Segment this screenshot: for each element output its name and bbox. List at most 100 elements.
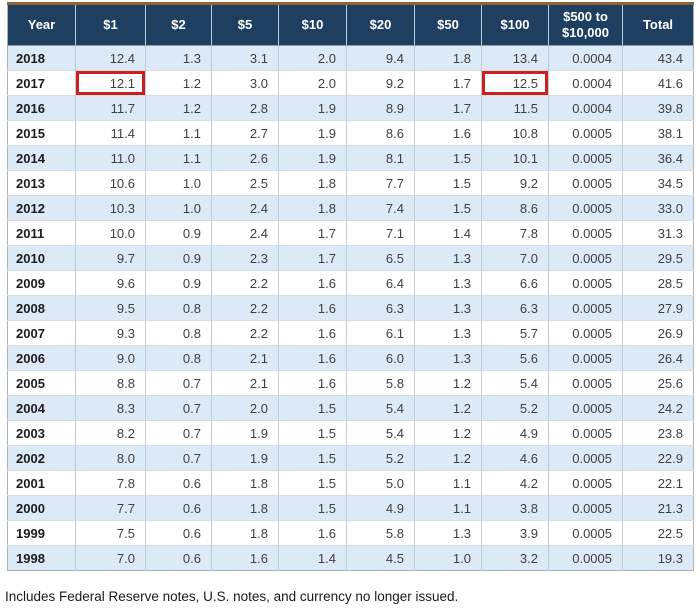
value-cell: 1.5 <box>414 145 482 171</box>
value-cell: 8.6 <box>346 120 415 146</box>
value-cell: 0.0005 <box>548 445 623 471</box>
value-cell: 22.1 <box>622 470 694 496</box>
year-cell: 2012 <box>7 195 76 221</box>
value-cell: 1.1 <box>414 470 482 496</box>
value-cell: 1.4 <box>414 220 482 246</box>
value-cell: 2.1 <box>211 345 279 371</box>
value-cell: 22.5 <box>622 520 694 546</box>
value-cell: 7.5 <box>75 520 146 546</box>
value-cell: 8.2 <box>75 420 146 446</box>
value-cell: 0.9 <box>145 270 212 296</box>
value-cell: 1.6 <box>278 345 347 371</box>
value-cell: 1.3 <box>414 520 482 546</box>
year-cell: 2017 <box>7 70 76 96</box>
value-cell: 1.1 <box>145 120 212 146</box>
value-cell: 1.2 <box>414 420 482 446</box>
value-cell: 7.1 <box>346 220 415 246</box>
value-cell: 1.6 <box>211 545 279 571</box>
table-row: 2001 7.8 0.6 1.8 1.5 5.0 1.1 4.2 0.0005 22.1 <box>7 470 694 496</box>
value-cell: 8.9 <box>346 95 415 121</box>
value-cell: 10.6 <box>75 170 146 196</box>
year-cell: 2010 <box>7 245 76 271</box>
value-cell: 2.2 <box>211 295 279 321</box>
value-cell: 0.0005 <box>548 195 623 221</box>
value-cell: 1.1 <box>414 495 482 521</box>
value-cell: 2.2 <box>211 270 279 296</box>
value-cell: 0.7 <box>145 445 212 471</box>
header-row: Year $1 $2 $5 $10 $20 $50 $100 $500 to $10,000 To… <box>7 3 694 46</box>
value-cell: 6.3 <box>481 295 549 321</box>
table-row: 2012 10.3 1.0 2.4 1.8 7.4 1.5 8.6 0.0005 33.0 <box>7 195 694 221</box>
table-row: 2004 8.3 0.7 2.0 1.5 5.4 1.2 5.2 0.0005 24.2 <box>7 395 694 421</box>
value-cell: 9.0 <box>75 345 146 371</box>
table-row: 2007 9.3 0.8 2.2 1.6 6.1 1.3 5.7 0.0005 26.9 <box>7 320 694 346</box>
value-cell: 1.4 <box>278 545 347 571</box>
value-cell: 7.8 <box>75 470 146 496</box>
value-cell: 21.3 <box>622 495 694 521</box>
value-cell: 1.0 <box>145 170 212 196</box>
table-row: 2002 8.0 0.7 1.9 1.5 5.2 1.2 4.6 0.0005 22.9 <box>7 445 694 471</box>
value-cell: 11.7 <box>75 95 146 121</box>
value-cell: 1.3 <box>414 245 482 271</box>
year-cell: 2007 <box>7 320 76 346</box>
table-row: 2000 7.7 0.6 1.8 1.5 4.9 1.1 3.8 0.0005 21.3 <box>7 495 694 521</box>
value-cell: 1.8 <box>278 195 347 221</box>
value-cell: 6.4 <box>346 270 415 296</box>
value-cell: 36.4 <box>622 145 694 171</box>
column-header-10: $10 <box>278 3 347 46</box>
value-cell: 0.6 <box>145 545 212 571</box>
value-cell: 0.0005 <box>548 495 623 521</box>
value-cell: 4.6 <box>481 445 549 471</box>
year-cell: 2004 <box>7 395 76 421</box>
value-cell: 4.9 <box>481 420 549 446</box>
value-cell: 1.5 <box>278 420 347 446</box>
value-cell: 5.4 <box>481 370 549 396</box>
value-cell: 0.7 <box>145 370 212 396</box>
value-cell: 1.0 <box>414 545 482 571</box>
value-cell: 0.0005 <box>548 470 623 496</box>
value-cell: 43.4 <box>622 45 694 71</box>
value-cell: 8.0 <box>75 445 146 471</box>
value-cell: 5.6 <box>481 345 549 371</box>
value-cell: 1.6 <box>278 320 347 346</box>
value-cell: 7.0 <box>75 545 146 571</box>
value-cell: 9.2 <box>346 70 415 96</box>
year-cell: 2018 <box>16 50 45 66</box>
table-row: 2013 10.6 1.0 2.5 1.8 7.7 1.5 9.2 0.0005 34.5 <box>7 170 694 196</box>
table-row: 2018 12.4 1.3 3.1 2.0 9.4 1.8 13.4 0.0004 43.4 <box>7 45 694 71</box>
value-cell: 1.5 <box>278 470 347 496</box>
year-cell: 2011 <box>7 220 76 246</box>
value-cell: 6.5 <box>346 245 415 271</box>
value-cell: 0.7 <box>145 420 212 446</box>
table-row: 2011 10.0 0.9 2.4 1.7 7.1 1.4 7.8 0.0005 31.3 <box>7 220 694 246</box>
value-cell: 1.6 <box>278 270 347 296</box>
table-row: 2005 8.8 0.7 2.1 1.6 5.8 1.2 5.4 0.0005 25.6 <box>7 370 694 396</box>
value-cell: 8.6 <box>481 195 549 221</box>
value-cell: 0.0004 <box>548 45 623 71</box>
value-cell: 0.0005 <box>548 295 623 321</box>
year-cell: 2008 <box>7 295 76 321</box>
value-cell: 0.6 <box>145 520 212 546</box>
value-cell: 5.2 <box>346 445 415 471</box>
highlighted-value-cell: 12.1 <box>75 70 146 96</box>
value-cell: 9.7 <box>75 245 146 271</box>
value-cell: 1.3 <box>414 345 482 371</box>
value-cell: 3.2 <box>481 545 549 571</box>
value-cell: 10.0 <box>75 220 146 246</box>
value-cell: 5.8 <box>346 370 415 396</box>
value-cell: 1.9 <box>278 95 347 121</box>
column-header-2: $2 <box>145 3 212 46</box>
year-cell: 2013 <box>7 170 76 196</box>
value-cell: 1.7 <box>278 220 347 246</box>
value-cell: 22.9 <box>622 445 694 471</box>
value-cell: 2.0 <box>278 45 347 71</box>
table-row: 2016 11.7 1.2 2.8 1.9 8.9 1.7 11.5 0.0004 39.8 <box>7 95 694 121</box>
value-cell: 6.0 <box>346 345 415 371</box>
year-cell: 2001 <box>7 470 76 496</box>
value-cell: 10.8 <box>481 120 549 146</box>
value-cell: 9.5 <box>75 295 146 321</box>
value-cell: 9.6 <box>75 270 146 296</box>
value-cell: 2.6 <box>211 145 279 171</box>
value-cell: 8.1 <box>346 145 415 171</box>
